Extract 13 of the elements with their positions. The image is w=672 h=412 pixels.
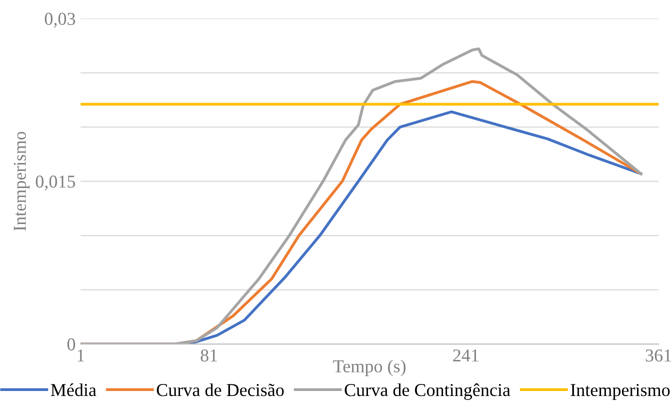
x-tick-label: 241 [453,349,478,362]
legend-label: Intemperismo [570,384,670,400]
x-tick-label: 81 [200,349,218,362]
x-tick-label: 361 [646,349,672,362]
legend-label: Média [50,383,96,396]
y-axis-title: Intemperismo [14,132,30,231]
legend-label: Curva de Contingência [344,383,510,400]
x-axis-title: Tempo (s) [333,360,406,376]
y-tick-label: 0,015 [36,176,76,190]
legend-label: Curva de Decisão [156,383,284,396]
y-tick-label: 0,03 [44,12,76,28]
y-tick-label: 0 [67,338,76,350]
x-tick-label: 1 [78,349,84,362]
